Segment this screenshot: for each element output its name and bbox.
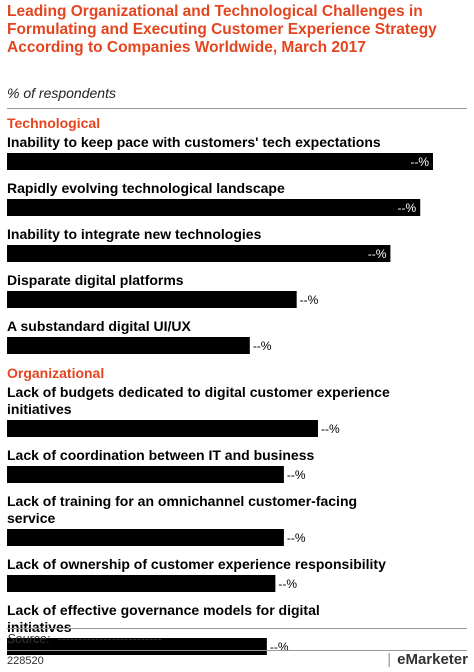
bar-label: Lack of coordination between IT and busi… xyxy=(7,447,314,463)
bar xyxy=(7,337,250,354)
bar-value-label: --% xyxy=(300,293,319,307)
bar-label: Inability to integrate new technologies xyxy=(7,226,262,242)
bar-value-label: --% xyxy=(321,422,340,436)
bar-value-label: --% xyxy=(398,201,417,215)
bar-label: service xyxy=(7,510,55,526)
bar xyxy=(7,291,297,308)
bar-value-label: --% xyxy=(253,339,272,353)
bar-label: Rapidly evolving technological landscape xyxy=(7,180,285,196)
bar-label: A substandard digital UI/UX xyxy=(7,318,191,334)
group-label-1: Organizational xyxy=(7,365,104,381)
bar-label: Lack of ownership of customer experience… xyxy=(7,556,386,572)
bar-label: Lack of budgets dedicated to digital cus… xyxy=(7,384,390,400)
bar-label: Disparate digital platforms xyxy=(7,272,184,288)
group-label-0: Technological xyxy=(7,115,100,131)
bar-label: Lack of training for an omnichannel cust… xyxy=(7,493,357,509)
footer-divider xyxy=(7,628,467,629)
bar-value-label: --% xyxy=(278,577,297,591)
bar xyxy=(7,245,391,262)
emarketer-logo: | eMarketer xyxy=(387,651,468,668)
bar xyxy=(7,466,284,483)
bar-label: initiatives xyxy=(7,619,72,635)
bar-value-label: --% xyxy=(287,468,306,482)
bar xyxy=(7,529,284,546)
bar-value-label: --% xyxy=(410,155,429,169)
bar-value-label: --% xyxy=(368,247,387,261)
bar xyxy=(7,420,318,437)
bar xyxy=(7,575,276,592)
source-value: ------------------------- xyxy=(57,632,162,646)
footer-divider-2 xyxy=(7,650,467,651)
source-line: Source: ------------------------- xyxy=(7,632,162,646)
logo-text: eMarketer xyxy=(397,651,468,668)
bar xyxy=(7,199,421,216)
bar-value-label: --% xyxy=(287,531,306,545)
bar-label: initiatives xyxy=(7,401,72,417)
bar-label: Lack of effective governance models for … xyxy=(7,602,320,618)
bar xyxy=(7,153,433,170)
chart-id: 228520 xyxy=(7,655,44,667)
bar-label: Inability to keep pace with customers' t… xyxy=(7,134,381,150)
bar-value-label: --% xyxy=(270,640,289,654)
source-label: Source: xyxy=(7,632,51,646)
logo-separator: | xyxy=(387,651,392,668)
chart-title: Leading Organizational and Technological… xyxy=(7,3,437,56)
top-divider xyxy=(7,108,467,109)
chart-subtitle: % of respondents xyxy=(7,85,116,101)
